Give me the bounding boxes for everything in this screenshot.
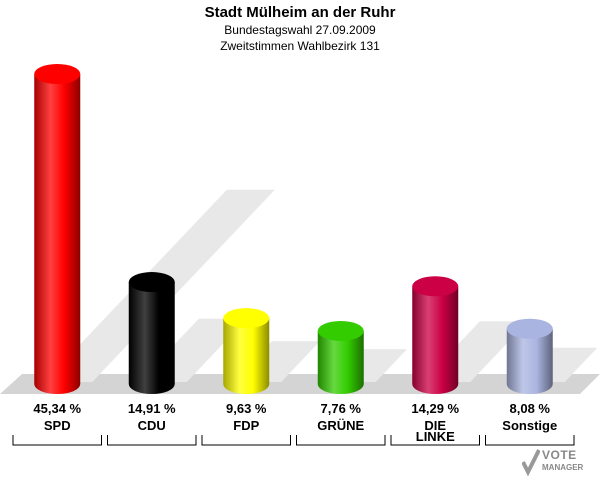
chart-subtitle-election: Bundestagswahl 27.09.2009 <box>224 23 376 37</box>
logo-text-vote: VOTE <box>542 448 577 462</box>
value-label: 45,34 % <box>33 401 81 416</box>
value-label: 8,08 % <box>510 401 551 416</box>
category-label: DIE <box>424 418 446 433</box>
value-label: 14,29 % <box>411 401 459 416</box>
checkmark-icon <box>522 449 540 476</box>
bar-top <box>128 272 175 293</box>
bar-top <box>412 276 459 297</box>
bar-sonstige <box>506 328 553 394</box>
category-label: Sonstige <box>502 418 557 433</box>
category-bracket <box>296 435 386 446</box>
category-bracket <box>201 435 291 446</box>
chart-subtitle-district: Zweitstimmen Wahlbezirk 131 <box>220 39 380 53</box>
value-label: 9,63 % <box>226 401 267 416</box>
category-label: FDP <box>233 418 259 433</box>
bar-top <box>506 318 553 339</box>
bar-cdu <box>128 282 175 394</box>
bar-spd <box>34 74 81 394</box>
category-label: CDU <box>138 418 166 433</box>
value-label: 7,76 % <box>321 401 362 416</box>
logo-text-manager: MANAGER <box>542 463 584 472</box>
bar-fdp <box>223 318 270 394</box>
category-label: LINKE <box>416 429 455 444</box>
value-label: 14,91 % <box>128 401 176 416</box>
category-bracket <box>390 435 480 446</box>
bar-top <box>34 64 81 84</box>
bar-die-linke <box>412 286 459 394</box>
bar-top <box>317 320 364 341</box>
category-label: SPD <box>44 418 71 433</box>
category-bracket <box>12 435 102 446</box>
chart-title: Stadt Mülheim an der Ruhr <box>204 4 396 21</box>
category-bracket <box>485 435 575 446</box>
category-label: GRÜNE <box>317 418 364 433</box>
bar-gr-ne <box>317 330 364 394</box>
bar-top <box>223 308 270 329</box>
vote-manager-logo: VOTE MANAGER <box>522 446 598 480</box>
category-bracket <box>107 435 197 446</box>
